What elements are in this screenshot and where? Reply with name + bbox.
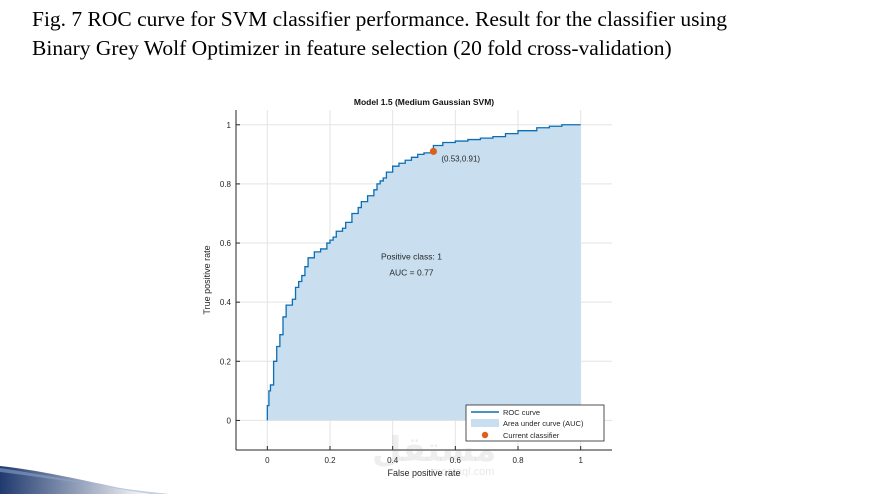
caption-line-2: Binary Grey Wolf Optimizer in feature se…: [32, 36, 672, 60]
slide-decoration-swoosh: [0, 466, 150, 494]
auc-annotation: AUC = 0.77: [389, 268, 433, 278]
x-tick-label: 0: [265, 456, 270, 465]
legend-entry: ROC curve: [503, 408, 540, 417]
positive-class-annotation: Positive class: 1: [381, 251, 442, 261]
x-tick-label: 0.4: [387, 456, 399, 465]
auc-area: [267, 124, 581, 421]
y-tick-label: 0.8: [220, 180, 232, 189]
x-tick-label: 0.6: [450, 456, 462, 465]
x-tick-label: 0.2: [324, 456, 336, 465]
x-axis-label: False positive rate: [387, 468, 460, 478]
y-tick-label: 0: [227, 416, 232, 425]
watermark-logo: مستقل: [372, 430, 497, 470]
roc-curve-line: [266, 124, 581, 421]
watermark-url: mostaql.com: [432, 466, 495, 478]
caption-line-1: Fig. 7 ROC curve for SVM classifier perf…: [32, 7, 728, 31]
current-classifier-point: [429, 147, 437, 155]
y-tick-label: 0.6: [220, 239, 232, 248]
x-tick-label: 0.8: [512, 456, 524, 465]
x-tick-label: 1: [578, 456, 583, 465]
legend-classifier-swatch: [481, 431, 489, 439]
y-axis-label: True positive rate: [202, 245, 212, 314]
legend-entry: Area under curve (AUC): [503, 419, 584, 428]
figure-caption: Fig. 7 ROC curve for SVM classifier perf…: [32, 5, 862, 63]
legend-entry: Current classifier: [503, 431, 560, 440]
y-tick-label: 0.4: [220, 298, 232, 307]
legend-auc-swatch: [471, 419, 499, 427]
chart-title: Model 1.5 (Medium Gaussian SVM): [354, 97, 494, 107]
y-tick-label: 0.2: [220, 357, 232, 366]
y-tick-label: 1: [227, 121, 232, 130]
current-classifier-label: (0.53,0.91): [441, 154, 480, 163]
